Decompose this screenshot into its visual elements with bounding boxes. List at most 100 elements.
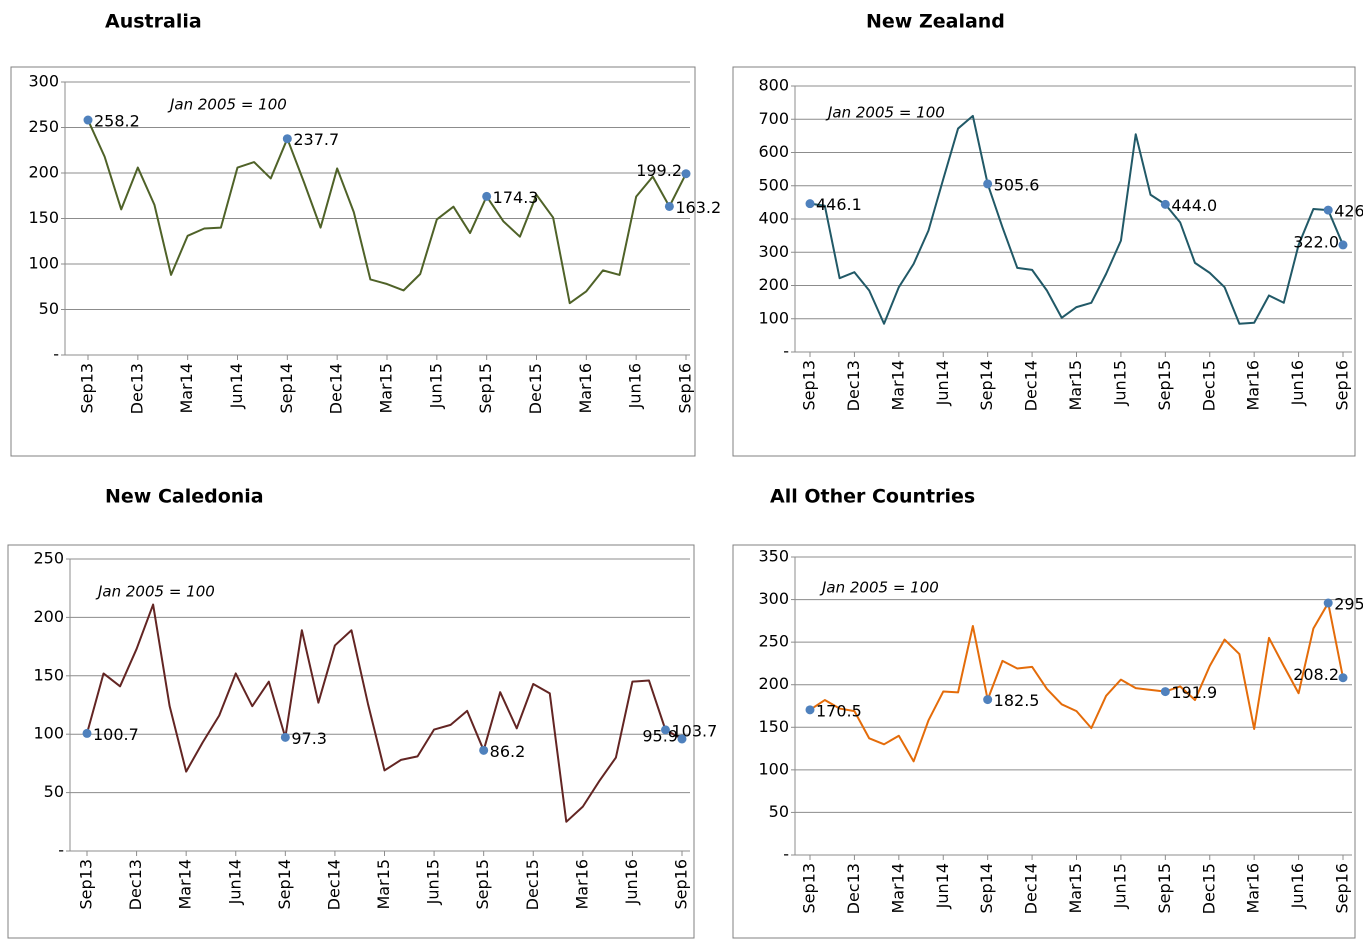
data-label: 163.2 [675,198,721,217]
x-tick-label: Mar14 [888,360,907,411]
data-label: 95.9 [642,726,678,745]
series-line [809,114,1344,325]
y-tick-label: 100 [758,308,789,327]
x-tick-label: Sep16 [672,859,691,910]
chart-frame [732,544,1356,939]
x-tick-label: Jun15 [1110,863,1129,909]
series-line [809,602,1344,763]
data-point [677,734,687,744]
x-tick-label: Jun15 [424,859,443,905]
y-tick-label: - [783,845,789,864]
data-point [482,191,492,201]
data-point [82,728,92,738]
x-tick-label: Dec14 [324,859,343,910]
series-line [86,603,683,823]
x-tick-label: Sep15 [476,363,495,414]
data-label: 295.9 [1334,595,1363,614]
y-tick-label: 250 [28,117,59,136]
data-label: 444.0 [1171,196,1217,215]
data-point [1160,687,1170,697]
x-tick-label: Dec13 [844,863,863,914]
y-tick-label: 100 [28,254,59,273]
y-tick-label: 800 [758,76,789,95]
y-tick-label: 200 [33,607,64,626]
data-label: 100.7 [93,725,139,744]
data-point [660,725,670,735]
data-point [983,179,993,189]
data-label: 426.8 [1334,202,1363,221]
data-point [664,201,674,211]
y-tick-label: 300 [758,242,789,261]
x-tick-label: Sep14 [275,859,294,910]
x-tick-label: Mar16 [1244,863,1263,914]
data-point [983,695,993,705]
annotation: Jan 2005 = 100 [825,104,945,122]
x-tick-label: Jun15 [426,363,445,409]
y-tick-label: 100 [758,759,789,778]
x-tick-label: Jun15 [1110,360,1129,406]
data-label: 97.3 [291,729,327,748]
y-tick-label: 200 [758,275,789,294]
x-tick-label: Mar16 [576,363,595,414]
data-point [1160,199,1170,209]
data-label: 86.2 [490,742,526,761]
data-point [1338,673,1348,683]
y-tick-label: - [58,841,64,860]
x-tick-label: Dec13 [844,360,863,411]
x-tick-label: Mar15 [1066,360,1085,411]
x-tick-label: Jun16 [1288,863,1307,909]
y-tick-label: 200 [28,163,59,182]
x-tick-label: Dec15 [523,859,542,910]
y-tick-label: 100 [33,724,64,743]
x-tick-label: Sep15 [1155,360,1174,411]
y-tick-label: 250 [33,549,64,568]
x-tick-label: Jun16 [1288,360,1307,406]
data-point [479,745,489,755]
data-label: 237.7 [293,130,339,149]
x-tick-label: Dec14 [327,363,346,414]
x-tick-label: Dec14 [1022,360,1041,411]
y-tick-label: 200 [758,674,789,693]
x-tick-label: Sep16 [1333,863,1352,914]
x-tick-label: Sep14 [277,363,296,414]
chart-frame [732,66,1356,457]
x-tick-label: Mar14 [888,863,907,914]
x-tick-label: Mar15 [374,859,393,910]
x-tick-label: Jun14 [933,863,952,909]
x-tick-label: Sep14 [977,360,996,411]
y-tick-label: 350 [758,547,789,566]
y-tick-label: 50 [769,802,789,821]
y-tick-label: 150 [758,717,789,736]
x-tick-label: Sep13 [78,363,97,414]
data-label: 505.6 [994,175,1040,194]
x-tick-label: Jun14 [227,363,246,409]
x-tick-label: Sep16 [1333,360,1352,411]
x-tick-label: Dec15 [1199,863,1218,914]
data-point [805,705,815,715]
x-tick-label: Jun14 [933,360,952,406]
chart-frame [10,66,696,457]
data-point [1323,205,1333,215]
x-tick-label: Sep14 [977,863,996,914]
x-tick-label: Sep13 [77,859,96,910]
data-label: 170.5 [816,701,862,720]
x-tick-label: Mar15 [1066,863,1085,914]
y-tick-label: 600 [758,142,789,161]
chart-title: Australia [105,11,202,33]
y-tick-label: 150 [33,665,64,684]
annotation: Jan 2005 = 100 [95,583,215,601]
y-tick-label: 50 [39,299,59,318]
y-tick-label: - [53,345,59,364]
chart-title: New Zealand [866,11,1005,33]
x-tick-label: Dec15 [526,363,545,414]
series-line [87,119,687,305]
y-tick-label: 250 [758,632,789,651]
y-tick-label: 50 [44,782,64,801]
data-label: 322.0 [1293,232,1339,251]
x-tick-label: Mar14 [176,859,195,910]
x-tick-label: Jun16 [622,859,641,905]
x-tick-label: Dec14 [1022,863,1041,914]
x-tick-label: Mar15 [377,363,396,414]
data-label: 208.2 [1293,665,1339,684]
